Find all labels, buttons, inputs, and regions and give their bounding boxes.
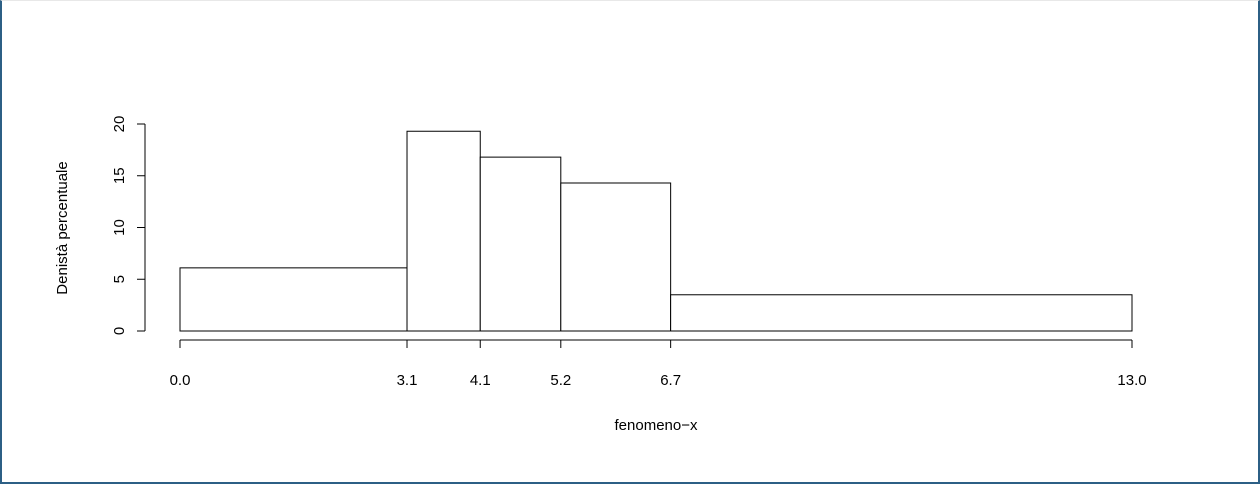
x-tick-label: 5.2 bbox=[550, 372, 571, 389]
histogram-bar-5 bbox=[670, 294, 1133, 332]
y-tick-label: 15 bbox=[111, 167, 128, 184]
y-axis-title: Denistà percentuale bbox=[54, 161, 71, 294]
x-axis-title: fenomeno−x bbox=[615, 417, 698, 434]
histogram-bar-1 bbox=[179, 267, 408, 332]
histogram-bar-4 bbox=[560, 182, 672, 332]
y-tick-label: 20 bbox=[111, 116, 128, 133]
x-axis: 0.0 3.1 4.1 5.2 6.7 13.0 bbox=[170, 339, 1147, 389]
x-tick-label: 6.7 bbox=[660, 372, 681, 389]
x-tick-label: 4.1 bbox=[470, 372, 491, 389]
histogram-bars bbox=[179, 130, 1133, 332]
y-tick-label: 5 bbox=[111, 275, 128, 283]
histogram-bar-2 bbox=[406, 130, 481, 332]
x-tick-label: 13.0 bbox=[1117, 372, 1146, 389]
histogram-bar-3 bbox=[479, 156, 562, 332]
y-tick-label: 10 bbox=[111, 219, 128, 236]
x-tick-label: 3.1 bbox=[397, 372, 418, 389]
y-tick-label: 0 bbox=[111, 327, 128, 335]
x-tick-label: 0.0 bbox=[170, 372, 191, 389]
y-axis: 0 5 10 15 20 bbox=[111, 116, 146, 335]
